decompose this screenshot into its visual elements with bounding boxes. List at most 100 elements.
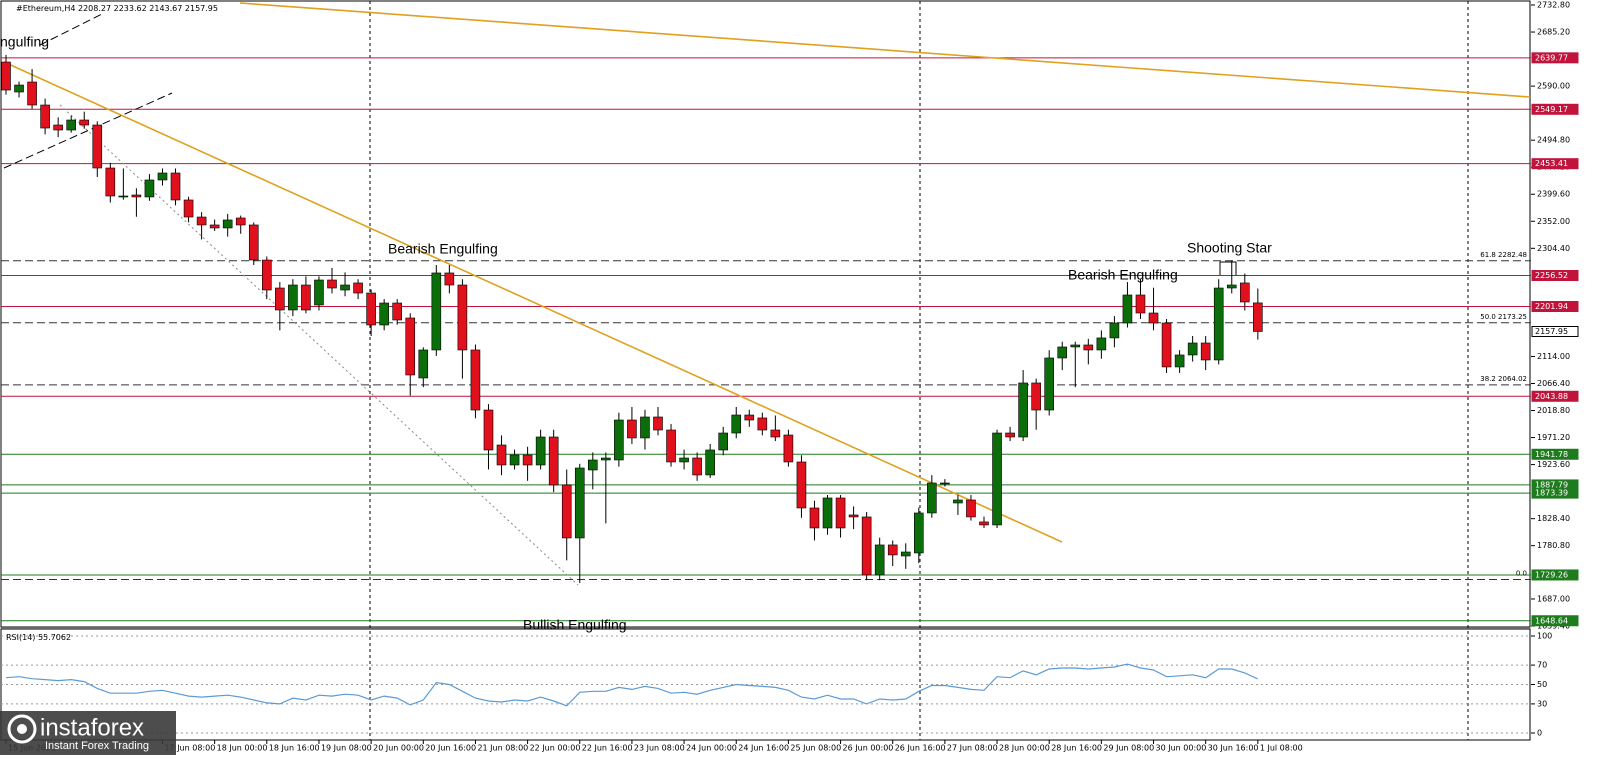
x-tick-label: 21 Jun 08:00 — [477, 744, 528, 753]
candle-body — [66, 119, 76, 131]
candle-body — [92, 124, 103, 169]
candle-body — [1083, 344, 1094, 351]
logo — [7, 714, 37, 744]
candle-body — [1161, 322, 1172, 368]
candle-body — [496, 444, 507, 466]
candle-body — [40, 104, 50, 129]
fib-label: 50.0 2173.25 — [1480, 313, 1527, 321]
drawings — [3, 2, 1531, 586]
open-value: 2208.27 — [78, 4, 111, 13]
close-value: 2157.95 — [185, 4, 218, 13]
x-tick-label: 18 Jun 16:00 — [269, 744, 320, 753]
x-tick-label: 19 Jun 08:00 — [321, 744, 372, 753]
candle-body — [1240, 282, 1250, 303]
candle-body — [444, 272, 455, 286]
candle-body — [222, 219, 233, 229]
x-tick-label: 22 Jun 16:00 — [582, 744, 633, 753]
candle-body — [757, 417, 768, 431]
candle-body — [353, 282, 363, 294]
price-box-label: 2043.88 — [1535, 392, 1568, 401]
candle-body — [470, 349, 481, 411]
candle-body — [679, 457, 689, 463]
x-tick-label: 23 Jun 08:00 — [634, 744, 685, 753]
candle-body — [1, 61, 11, 91]
candle-body — [1005, 432, 1015, 438]
x-tick-label: 28 Jun 00:00 — [999, 744, 1050, 753]
candle-body — [927, 482, 937, 514]
price-box — [1531, 487, 1579, 499]
candle-body — [105, 167, 116, 197]
candle-body — [627, 419, 637, 439]
rsi-tick-label: 30 — [1537, 699, 1547, 708]
x-tick-label: 26 Jun 16:00 — [895, 744, 946, 753]
candle-body — [535, 436, 546, 466]
x-tick-label: 24 Jun 00:00 — [686, 744, 737, 753]
y-tick-label: 2304.40 — [1537, 244, 1570, 253]
candle-body — [913, 512, 924, 554]
candle-body — [640, 416, 650, 439]
candle-body — [796, 461, 807, 509]
fib-label: 38.2 2064.02 — [1480, 375, 1527, 383]
annotation-bracket — [1219, 261, 1237, 275]
candle-body — [1226, 284, 1237, 289]
channel-line — [3, 92, 173, 169]
candle-body — [1187, 342, 1198, 356]
y-tick-label: 2685.20 — [1537, 28, 1570, 37]
candle-body — [587, 459, 598, 471]
candle-body — [953, 499, 963, 504]
y-tick-label: 1828.40 — [1537, 514, 1570, 523]
y-tick-label: 1923.60 — [1537, 460, 1570, 469]
trend-line — [3, 61, 1063, 543]
price-box-label: 2256.52 — [1535, 271, 1568, 280]
price-box-label: 2639.77 — [1535, 53, 1568, 62]
fib-label: 0.0 — [1516, 569, 1527, 577]
annotation: ngulfing — [0, 34, 49, 50]
y-tick-label: 2352.00 — [1537, 217, 1570, 226]
annotation: Bearish Engulfing — [388, 241, 498, 257]
x-tick-label: 17 Jun 08:00 — [164, 744, 215, 753]
high-value: 2233.62 — [114, 4, 147, 13]
candle-body — [196, 216, 207, 226]
candle-body — [887, 544, 898, 556]
candle-body — [705, 449, 715, 476]
candles — [1, 54, 1263, 707]
candle-body — [183, 199, 194, 218]
candle-body — [574, 467, 585, 539]
y-tick-label: 1780.80 — [1537, 541, 1570, 550]
candle-body — [1031, 382, 1041, 411]
x-tick-label: 28 Jun 16:00 — [1051, 744, 1102, 753]
brand: instaforex — [40, 714, 144, 741]
candle-body — [457, 284, 468, 351]
rsi-tick-label: 50 — [1537, 680, 1547, 689]
price-box-label: 1941.78 — [1535, 450, 1568, 459]
candle-body — [522, 454, 533, 466]
price-box — [1531, 158, 1579, 170]
axes: 1639.401687.001780.801828.401923.601971.… — [5, 1, 1579, 753]
candle-body — [235, 217, 246, 226]
candle-body — [1200, 342, 1211, 361]
candle-body — [405, 317, 416, 376]
x-tick-label: 29 Jun 08:00 — [1103, 744, 1154, 753]
x-tick-label: 24 Jun 16:00 — [738, 744, 789, 753]
candle-body — [744, 414, 755, 421]
price-box-label: 2453.41 — [1535, 159, 1568, 168]
candle-body — [144, 179, 155, 198]
x-tick-label: 18 Jun 00:00 — [217, 744, 268, 753]
price-box-label: 1648.64 — [1535, 616, 1568, 625]
candle-body — [718, 432, 729, 451]
candle-body — [275, 287, 285, 311]
y-tick-label: 2590.00 — [1537, 82, 1570, 91]
price-box-label: 1729.26 — [1535, 570, 1568, 579]
candle-body — [940, 482, 950, 485]
rsi-tick-label: 0 — [1537, 729, 1542, 738]
candle-body — [14, 84, 24, 93]
x-tick-label: 26 Jun 00:00 — [843, 744, 894, 753]
price-box-label: 2549.17 — [1535, 105, 1568, 114]
x-tick-label: 20 Jun 16:00 — [425, 744, 476, 753]
candle-body — [340, 284, 350, 291]
candle-body — [731, 414, 742, 434]
x-tick-label: 1 Jul 08:00 — [1260, 744, 1303, 753]
logo — [17, 724, 27, 734]
candle-body — [509, 454, 520, 466]
candle-body — [601, 457, 611, 461]
